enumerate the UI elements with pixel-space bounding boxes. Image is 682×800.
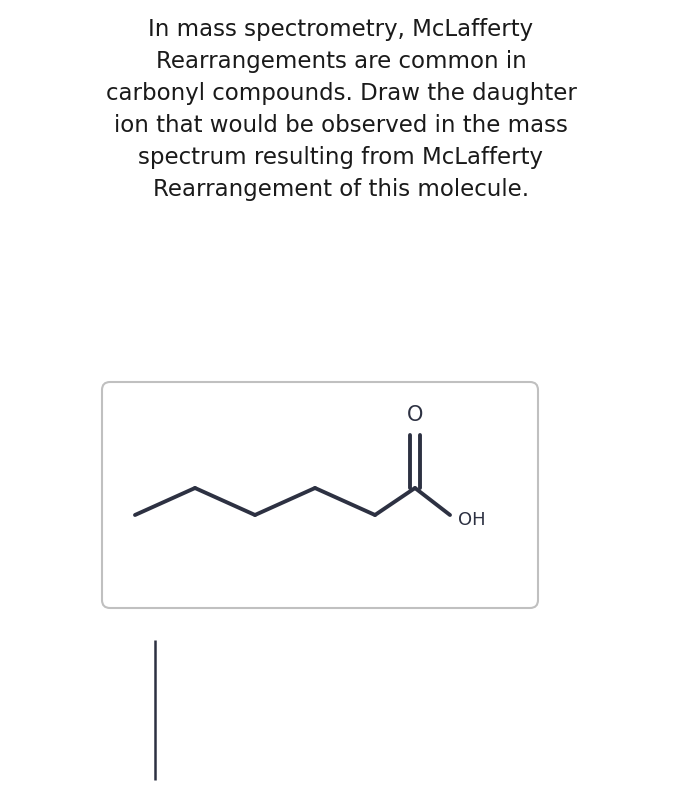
- Text: In mass spectrometry, McLafferty
Rearrangements are common in
carbonyl compounds: In mass spectrometry, McLafferty Rearran…: [106, 18, 576, 201]
- Text: O: O: [406, 405, 424, 425]
- Text: OH: OH: [458, 511, 486, 529]
- FancyBboxPatch shape: [102, 382, 538, 608]
